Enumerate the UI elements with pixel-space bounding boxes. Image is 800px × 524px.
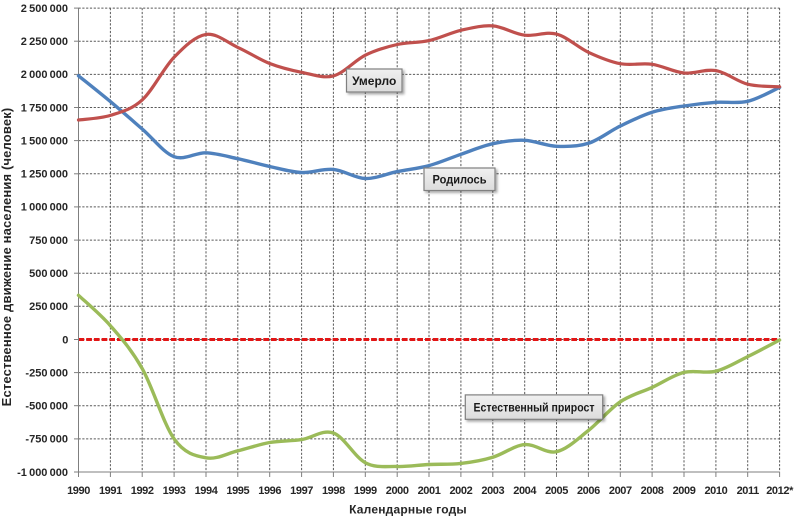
svg-text:500 000: 500 000 — [29, 268, 68, 280]
svg-text:Родилось: Родилось — [433, 173, 487, 187]
svg-text:2 500 000: 2 500 000 — [21, 3, 68, 15]
svg-text:1992: 1992 — [131, 485, 154, 497]
svg-text:1993: 1993 — [163, 485, 186, 497]
svg-text:2011: 2011 — [737, 485, 760, 497]
svg-text:2002: 2002 — [449, 485, 472, 497]
svg-text:1994: 1994 — [195, 485, 219, 497]
svg-text:1 750 000: 1 750 000 — [21, 102, 68, 114]
svg-text:Календарные годы: Календарные годы — [349, 503, 467, 517]
svg-text:Естественный прирост: Естественный прирост — [474, 400, 595, 414]
svg-text:750 000: 750 000 — [29, 235, 68, 247]
svg-text:-500 000: -500 000 — [25, 401, 68, 413]
svg-text:1999: 1999 — [354, 485, 377, 497]
svg-text:-750 000: -750 000 — [25, 434, 68, 446]
svg-text:-250 000: -250 000 — [25, 367, 68, 379]
svg-text:2009: 2009 — [673, 485, 696, 497]
svg-text:2012*: 2012* — [766, 485, 794, 497]
svg-text:1991: 1991 — [99, 485, 122, 497]
svg-text:2008: 2008 — [641, 485, 664, 497]
svg-text:Естественное движение населени: Естественное движение населения (человек… — [0, 108, 14, 407]
svg-text:1997: 1997 — [290, 485, 313, 497]
svg-text:2010: 2010 — [704, 485, 727, 497]
svg-text:1990: 1990 — [67, 485, 90, 497]
svg-text:1996: 1996 — [258, 485, 281, 497]
svg-text:0: 0 — [62, 334, 68, 346]
svg-text:Умерло: Умерло — [352, 74, 396, 88]
svg-text:250 000: 250 000 — [29, 301, 68, 313]
svg-text:1 250 000: 1 250 000 — [21, 169, 68, 181]
svg-text:1 000 000: 1 000 000 — [21, 202, 68, 214]
svg-text:2003: 2003 — [481, 485, 504, 497]
svg-text:2000: 2000 — [386, 485, 409, 497]
svg-text:2005: 2005 — [545, 485, 568, 497]
svg-text:2007: 2007 — [609, 485, 632, 497]
svg-text:1998: 1998 — [322, 485, 345, 497]
svg-text:2006: 2006 — [577, 485, 600, 497]
svg-text:2001: 2001 — [418, 485, 441, 497]
svg-text:1995: 1995 — [226, 485, 249, 497]
svg-text:-1 000 000: -1 000 000 — [17, 467, 68, 479]
svg-text:1 500 000: 1 500 000 — [21, 135, 68, 147]
svg-text:2 000 000: 2 000 000 — [21, 69, 68, 81]
svg-text:2004: 2004 — [513, 485, 537, 497]
svg-text:2 250 000: 2 250 000 — [21, 36, 68, 48]
